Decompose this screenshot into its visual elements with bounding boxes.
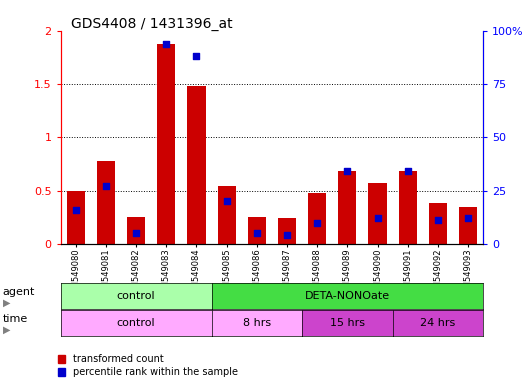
Point <box>313 220 322 226</box>
Text: agent: agent <box>3 287 35 297</box>
Text: 24 hrs: 24 hrs <box>420 318 456 328</box>
Point <box>252 230 261 236</box>
Bar <box>67 190 85 244</box>
Bar <box>459 207 477 244</box>
Bar <box>429 204 447 244</box>
Point <box>373 215 382 221</box>
Point <box>433 217 442 223</box>
Point <box>132 230 140 236</box>
Legend: transformed count, percentile rank within the sample: transformed count, percentile rank withi… <box>58 354 238 377</box>
Text: ▶: ▶ <box>3 324 10 334</box>
Text: control: control <box>117 318 155 328</box>
Point <box>102 183 110 189</box>
Bar <box>369 183 386 244</box>
Bar <box>399 171 417 244</box>
Point <box>222 198 231 204</box>
Point <box>343 168 352 174</box>
Bar <box>97 161 115 244</box>
Point <box>192 53 201 60</box>
Point <box>162 40 171 46</box>
Bar <box>127 217 145 244</box>
Bar <box>187 86 205 244</box>
Text: time: time <box>3 314 28 324</box>
Point <box>464 215 472 221</box>
Bar <box>248 217 266 244</box>
Text: 8 hrs: 8 hrs <box>243 318 271 328</box>
Text: ▶: ▶ <box>3 298 10 308</box>
Point <box>72 207 80 213</box>
Bar <box>278 218 296 244</box>
Bar <box>338 171 356 244</box>
Text: 15 hrs: 15 hrs <box>330 318 365 328</box>
Text: GDS4408 / 1431396_at: GDS4408 / 1431396_at <box>71 17 233 31</box>
Text: DETA-NONOate: DETA-NONOate <box>305 291 390 301</box>
Bar <box>308 193 326 244</box>
Point <box>403 168 412 174</box>
Text: control: control <box>117 291 155 301</box>
Bar <box>218 186 235 244</box>
Point <box>283 232 291 238</box>
Bar <box>157 43 175 244</box>
